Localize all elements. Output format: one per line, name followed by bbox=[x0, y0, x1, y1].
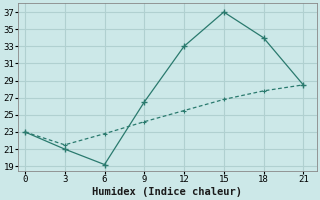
X-axis label: Humidex (Indice chaleur): Humidex (Indice chaleur) bbox=[92, 186, 243, 197]
